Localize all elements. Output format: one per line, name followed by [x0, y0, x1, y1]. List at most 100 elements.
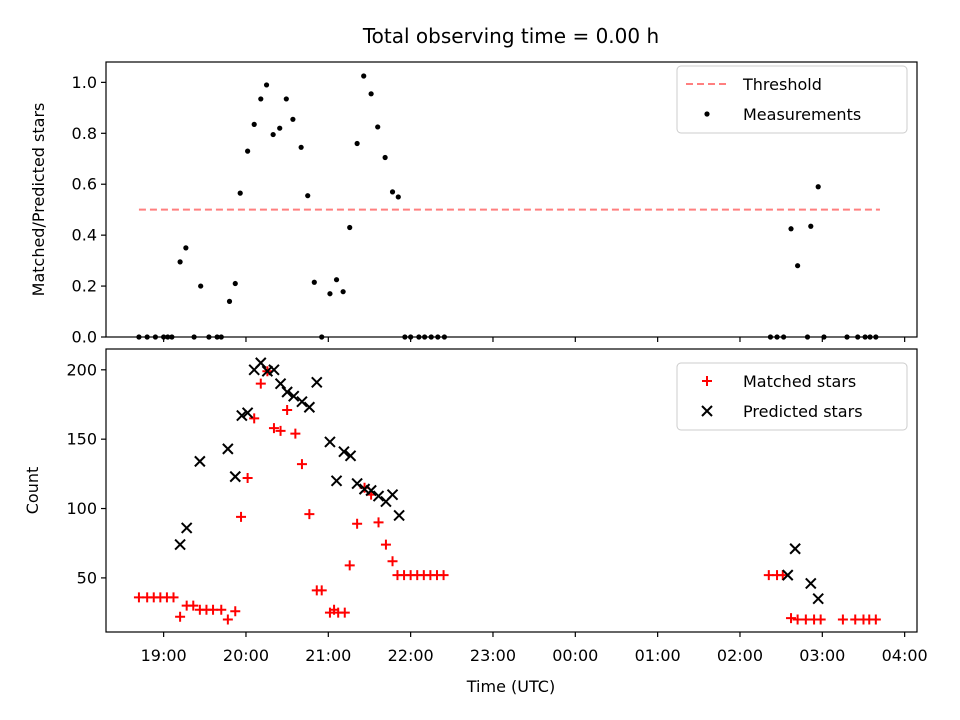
series-predicted-stars	[174, 357, 824, 605]
plot-panel-2: 50 100 150 200 19:00 20:00 21:00 22:00 23:00 00:0…	[23, 348, 928, 665]
y-tick-label: 0.0	[72, 328, 97, 347]
data-point	[283, 96, 289, 102]
data-point	[282, 405, 293, 416]
data-point	[296, 459, 307, 470]
data-point	[327, 291, 333, 297]
data-point	[258, 96, 264, 102]
data-point	[304, 509, 315, 520]
legend-box	[676, 65, 908, 134]
data-point	[290, 116, 296, 122]
y-tick-label: 100	[66, 499, 97, 518]
data-point	[290, 428, 301, 439]
data-point	[365, 484, 377, 497]
x-tick-label: 01:00	[635, 646, 681, 665]
data-point	[249, 413, 260, 424]
x-tick-label: 22:00	[388, 646, 434, 665]
data-point	[255, 357, 267, 369]
data-point	[782, 569, 794, 581]
x-tick-label: 04:00	[882, 646, 928, 665]
legend-label: Measurements	[743, 105, 861, 124]
y-tick-label: 200	[66, 360, 97, 379]
data-point	[305, 193, 311, 199]
data-point	[386, 488, 399, 501]
data-point	[168, 592, 179, 603]
data-point	[382, 154, 388, 161]
data-point	[222, 443, 234, 455]
data-point	[275, 425, 286, 436]
data-point	[255, 378, 266, 389]
y-tick-label: 0.8	[72, 124, 97, 143]
data-point	[380, 539, 391, 550]
data-point	[344, 450, 357, 462]
series-matched-stars	[133, 366, 881, 625]
data-point	[375, 124, 381, 130]
data-point	[274, 377, 287, 390]
x-axis-label: Time (UTC)	[466, 677, 555, 696]
legend-marker	[702, 376, 712, 386]
data-point	[226, 298, 233, 304]
data-point	[372, 490, 385, 502]
x-tick-label: 02:00	[717, 646, 763, 665]
y-axis-label: Count	[23, 467, 42, 515]
data-point	[222, 614, 233, 625]
data-point	[395, 194, 401, 200]
data-point	[368, 91, 374, 97]
data-point	[311, 279, 317, 285]
data-point	[242, 473, 253, 484]
legend-label: Matched stars	[743, 372, 856, 391]
data-point	[333, 277, 340, 283]
data-point	[438, 570, 449, 581]
data-point	[330, 475, 343, 487]
data-point	[180, 522, 193, 534]
legend: Matched stars Predicted stars	[676, 362, 908, 431]
data-point	[298, 144, 304, 150]
data-point	[251, 121, 257, 127]
data-point	[789, 543, 801, 555]
data-point	[837, 614, 848, 625]
data-point	[194, 455, 206, 468]
data-point	[316, 585, 327, 596]
data-point	[288, 390, 300, 402]
data-point	[347, 224, 353, 231]
data-point	[175, 611, 186, 622]
data-point	[270, 131, 276, 138]
data-point	[324, 436, 336, 448]
axes-frame	[105, 61, 918, 338]
data-point	[805, 577, 817, 590]
data-point	[311, 376, 323, 389]
data-point	[393, 509, 405, 522]
data-point	[232, 280, 238, 287]
data-point	[808, 223, 814, 229]
data-point	[352, 518, 363, 529]
data-point	[296, 396, 308, 408]
data-point	[354, 140, 360, 147]
data-point	[216, 604, 227, 615]
y-tick-label: 50	[77, 568, 97, 587]
data-point	[387, 556, 398, 567]
data-point	[237, 190, 243, 196]
data-point	[303, 401, 316, 413]
data-point	[236, 409, 248, 422]
data-point	[183, 245, 189, 251]
x-tick-label: 19:00	[141, 646, 187, 665]
y-tick-label: 150	[66, 430, 97, 449]
x-tick-label: 20:00	[223, 646, 269, 665]
data-point	[870, 614, 881, 625]
data-point	[263, 82, 270, 88]
x-tick-label: 00:00	[552, 646, 598, 665]
legend-box	[676, 362, 908, 431]
data-point	[344, 560, 355, 571]
data-point	[230, 606, 241, 617]
plot-panel-1: 0.0 0.2 0.4 0.6 0.8 1.0 Matched/Predicted star…	[29, 61, 918, 347]
data-point	[236, 511, 247, 522]
data-point	[788, 226, 794, 232]
data-point	[373, 517, 384, 528]
y-tick-label: 0.4	[72, 226, 97, 245]
data-point	[174, 538, 186, 551]
y-tick-label: 0.2	[72, 277, 97, 296]
y-axis-label: Matched/Predicted stars	[29, 103, 48, 297]
data-point	[245, 148, 251, 154]
data-point	[268, 423, 279, 434]
data-point	[188, 600, 199, 611]
